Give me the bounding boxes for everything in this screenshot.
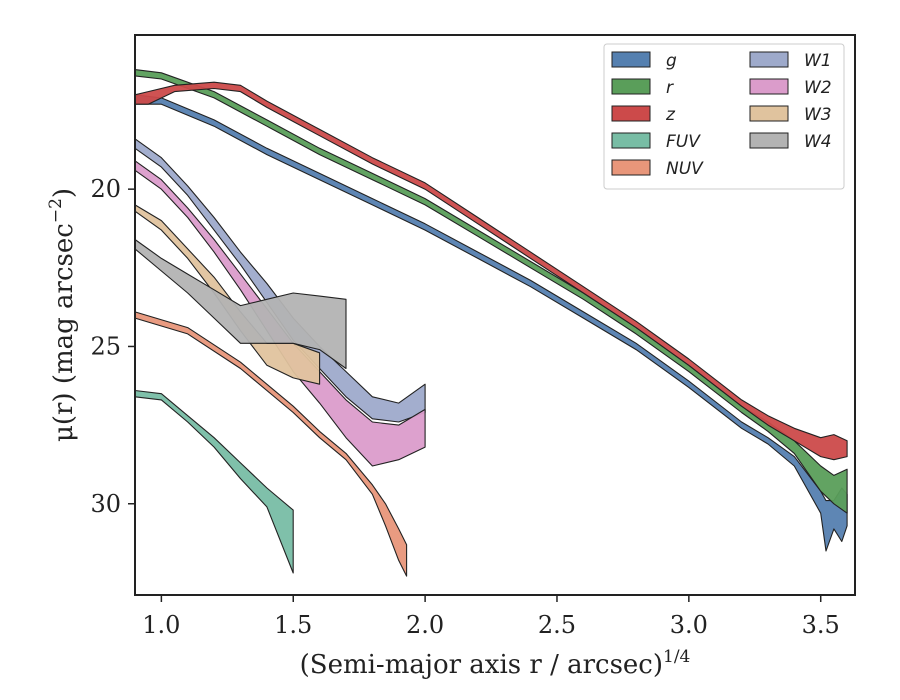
- legend-swatch-w1: [749, 51, 789, 68]
- legend-label-g: g: [666, 51, 677, 71]
- y-tick-label: 20: [90, 175, 121, 203]
- legend-swatch-w3: [749, 105, 789, 122]
- legend-label-z: z: [665, 105, 676, 125]
- x-tick-label: 1.5: [274, 611, 312, 639]
- series-band-fuv: [134, 389, 294, 574]
- legend-label-nuv: NUV: [666, 159, 704, 179]
- legend-swatch-w4: [749, 132, 789, 149]
- legend-label-w3: W3: [804, 105, 832, 125]
- x-tick-label: 2.5: [538, 611, 576, 639]
- series-band-r: [134, 69, 848, 514]
- y-tick-label: 25: [90, 332, 121, 360]
- series-band-w4: [134, 238, 347, 370]
- legend-swatch-z: [611, 105, 651, 122]
- y-axis: 20 25 30: [90, 175, 135, 518]
- x-axis-label-exponent: 1/4: [663, 647, 690, 667]
- y-axis-label-text: μ(r) (mag arcsec: [49, 223, 79, 442]
- x-tick-label: 2.0: [406, 611, 444, 639]
- x-axis-label: (Semi-major axis r / arcsec)1/4: [300, 647, 691, 680]
- legend-swatch-w2: [749, 78, 789, 95]
- legend-label-r: r: [666, 78, 674, 98]
- series-band-nuv: [134, 311, 408, 577]
- y-axis-label-close: ): [49, 188, 79, 198]
- series-band-z: [134, 81, 848, 461]
- legend-swatch-fuv: [611, 132, 651, 149]
- plot-series: [134, 69, 848, 577]
- y-tick-label: 30: [90, 490, 121, 518]
- x-axis-label-text: (Semi-major axis r / arcsec): [300, 650, 663, 680]
- x-axis: 1.0 1.5 2.0 2.5 3.0 3.5: [142, 595, 840, 639]
- legend-swatch-r: [611, 78, 651, 95]
- series-band-g: [134, 94, 848, 552]
- plot-frame: [134, 34, 856, 596]
- legend-label-w2: W2: [804, 78, 832, 98]
- x-tick-label: 1.0: [142, 611, 180, 639]
- legend-label-w1: W1: [804, 51, 832, 71]
- legend-swatch-g: [611, 51, 651, 68]
- series-band-w2: [134, 160, 426, 467]
- legend-label-fuv: FUV: [666, 132, 701, 152]
- series-band-w3: [134, 204, 321, 385]
- legend-swatch-nuv: [611, 159, 651, 176]
- x-tick-label: 3.0: [670, 611, 708, 639]
- x-tick-label: 3.5: [802, 611, 840, 639]
- y-axis-label-exponent: −2: [46, 198, 66, 223]
- y-axis-label: μ(r) (mag arcsec−2): [46, 188, 79, 442]
- legend-label-w4: W4: [804, 132, 832, 152]
- legend: grz FUV NUV W1 W2 W3 W4: [603, 43, 845, 190]
